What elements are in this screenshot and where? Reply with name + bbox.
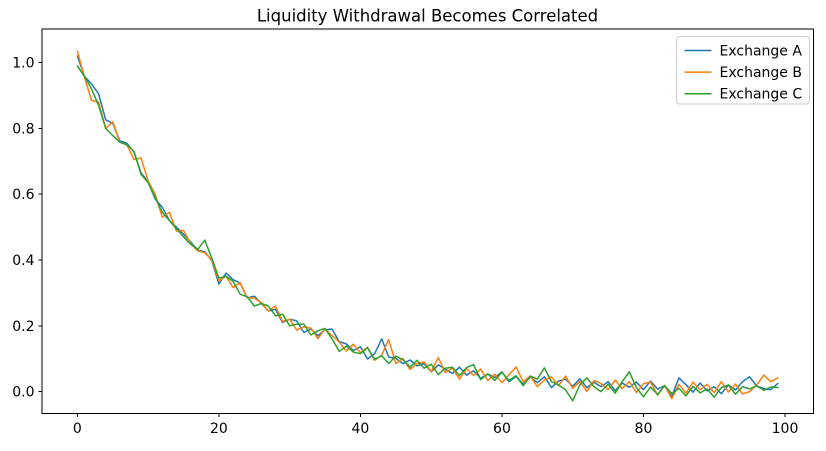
x-tick-label: 100 bbox=[772, 421, 799, 437]
x-tick-label: 40 bbox=[352, 421, 370, 437]
series-lines bbox=[76, 50, 779, 402]
y-tick-label: 0.0 bbox=[12, 385, 34, 401]
axis-ticks: 0 20 40 60 80 100 0.0 0.2 0.4 0.6 0.8 1.0 bbox=[12, 56, 798, 437]
series-line-exchange-c bbox=[76, 65, 779, 402]
y-tick-label: 0.8 bbox=[12, 121, 34, 137]
y-tick-label: 0.4 bbox=[12, 253, 34, 269]
legend-label-exchange-a: Exchange A bbox=[720, 44, 803, 60]
y-tick-label: 0.2 bbox=[12, 319, 34, 335]
axes-spines bbox=[41, 28, 814, 414]
x-tick-label: 60 bbox=[493, 421, 511, 437]
legend-box bbox=[676, 36, 810, 105]
legend: Exchange A Exchange B Exchange C bbox=[676, 36, 810, 105]
x-tick-label: 80 bbox=[635, 421, 653, 437]
legend-label-exchange-b: Exchange B bbox=[720, 65, 802, 81]
y-tick-label: 0.6 bbox=[12, 187, 34, 203]
x-tick-label: 20 bbox=[210, 421, 228, 437]
chart-title: Liquidity Withdrawal Becomes Correlated bbox=[257, 7, 598, 26]
x-tick-label: 0 bbox=[73, 421, 82, 437]
y-tick-label: 1.0 bbox=[12, 56, 34, 72]
legend-label-exchange-c: Exchange C bbox=[720, 87, 803, 103]
